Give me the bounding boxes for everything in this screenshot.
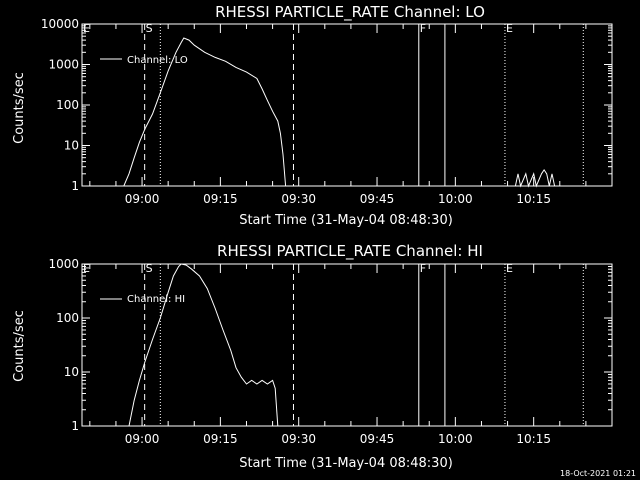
- x-tick-label: 09:45: [360, 192, 395, 206]
- y-tick-label: 10: [64, 139, 79, 153]
- marker-label: S: [146, 22, 153, 35]
- x-tick-label: 10:15: [516, 432, 551, 446]
- series-line: [123, 37, 287, 187]
- x-tick-label: 09:15: [203, 432, 238, 446]
- y-tick-label: 100: [56, 311, 79, 325]
- chart-title: RHESSI PARTICLE_RATE Channel: HI: [217, 242, 483, 261]
- x-tick-label: 09:15: [203, 192, 238, 206]
- y-axis-label: Counts/sec: [12, 72, 27, 144]
- marker-label: F: [420, 22, 426, 35]
- chart-panel-lo: RHESSI PARTICLE_RATE Channel: LO Start T…: [12, 3, 613, 228]
- marker-label: E: [506, 22, 513, 35]
- marker-label: E: [83, 22, 90, 35]
- marker-label: F: [420, 262, 426, 275]
- y-axis-label: Counts/sec: [12, 310, 27, 382]
- x-axis-label: Start Time (31-May-04 08:48:30): [239, 213, 453, 228]
- x-axis-label: Start Time (31-May-04 08:48:30): [239, 456, 453, 471]
- y-tick-label: 1000: [48, 257, 79, 271]
- legend-label: Channel: LO: [127, 55, 188, 66]
- x-tick-label: 09:30: [281, 432, 316, 446]
- timestamp: 18-Oct-2021 01:21: [560, 469, 636, 478]
- chart-panel-hi: RHESSI PARTICLE_RATE Channel: HI Start T…: [12, 242, 613, 471]
- y-tick-label: 10: [64, 365, 79, 379]
- marker-label: S: [146, 262, 153, 275]
- x-tick-label: 09:45: [360, 432, 395, 446]
- x-tick-label: 10:00: [438, 432, 473, 446]
- y-tick-label: 1000: [48, 58, 79, 72]
- marker-label: E: [506, 262, 513, 275]
- x-tick-label: 10:00: [438, 192, 473, 206]
- series-line: [514, 168, 556, 188]
- y-tick-label: 10000: [41, 17, 79, 31]
- x-tick-label: 09:00: [125, 192, 160, 206]
- y-tick-label: 1: [71, 179, 79, 193]
- x-tick-label: 09:00: [125, 432, 160, 446]
- chart-title: RHESSI PARTICLE_RATE Channel: LO: [215, 3, 485, 22]
- marker-label: E: [83, 262, 90, 275]
- x-tick-label: 09:30: [281, 192, 316, 206]
- series-line: [128, 263, 279, 427]
- y-tick-label: 1: [71, 419, 79, 433]
- x-tick-label: 10:15: [516, 192, 551, 206]
- y-tick-label: 100: [56, 98, 79, 112]
- legend-label: Channel: HI: [127, 294, 185, 305]
